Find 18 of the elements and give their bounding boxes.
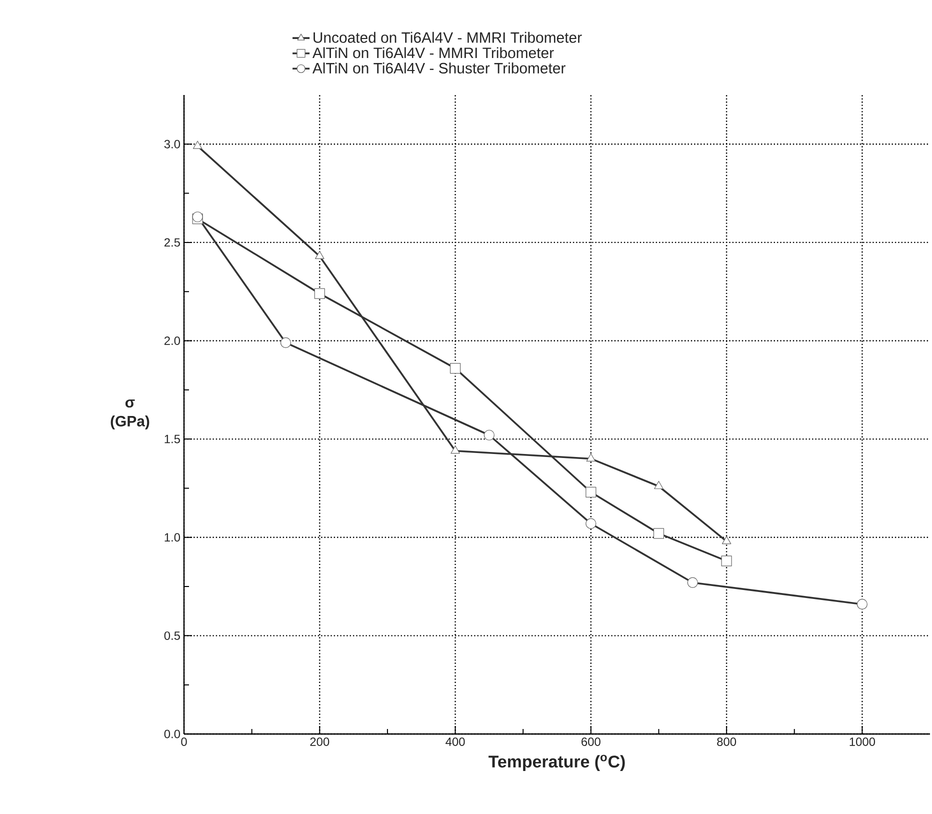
y-axis-title: σ (GPa) bbox=[110, 400, 150, 430]
x-axis-title: Temperature ($^{o}$C) bbox=[488, 754, 625, 771]
legend-label: AlTiN on Ti6Al4V - MMRI Tribometer bbox=[312, 47, 554, 58]
x-tick-label: 600 bbox=[582, 738, 600, 746]
y-tick-label: 1.0 bbox=[164, 533, 180, 542]
x-tick-label: 800 bbox=[717, 738, 736, 746]
y-tick-label: 2.5 bbox=[164, 238, 180, 247]
x-tick-label: 400 bbox=[446, 738, 465, 746]
x-tick-label: 200 bbox=[310, 738, 330, 746]
y-tick-label: 3.0 bbox=[164, 140, 180, 148]
y-tick-label: 0.5 bbox=[164, 631, 180, 640]
y-tick-label: 0.0 bbox=[164, 730, 180, 738]
legend-label: Uncoated on Ti6Al4V - MMRI Tribometer bbox=[314, 32, 582, 43]
y-tick-label: 2.0 bbox=[164, 336, 180, 345]
x-tick-label: 1000 bbox=[850, 738, 876, 746]
y-tick-label: 1.5 bbox=[164, 434, 180, 444]
legend-label: AlTiN on Ti6Al4V - Shuster Tribometer bbox=[312, 62, 566, 74]
x-tick-label: 0 bbox=[181, 738, 187, 746]
